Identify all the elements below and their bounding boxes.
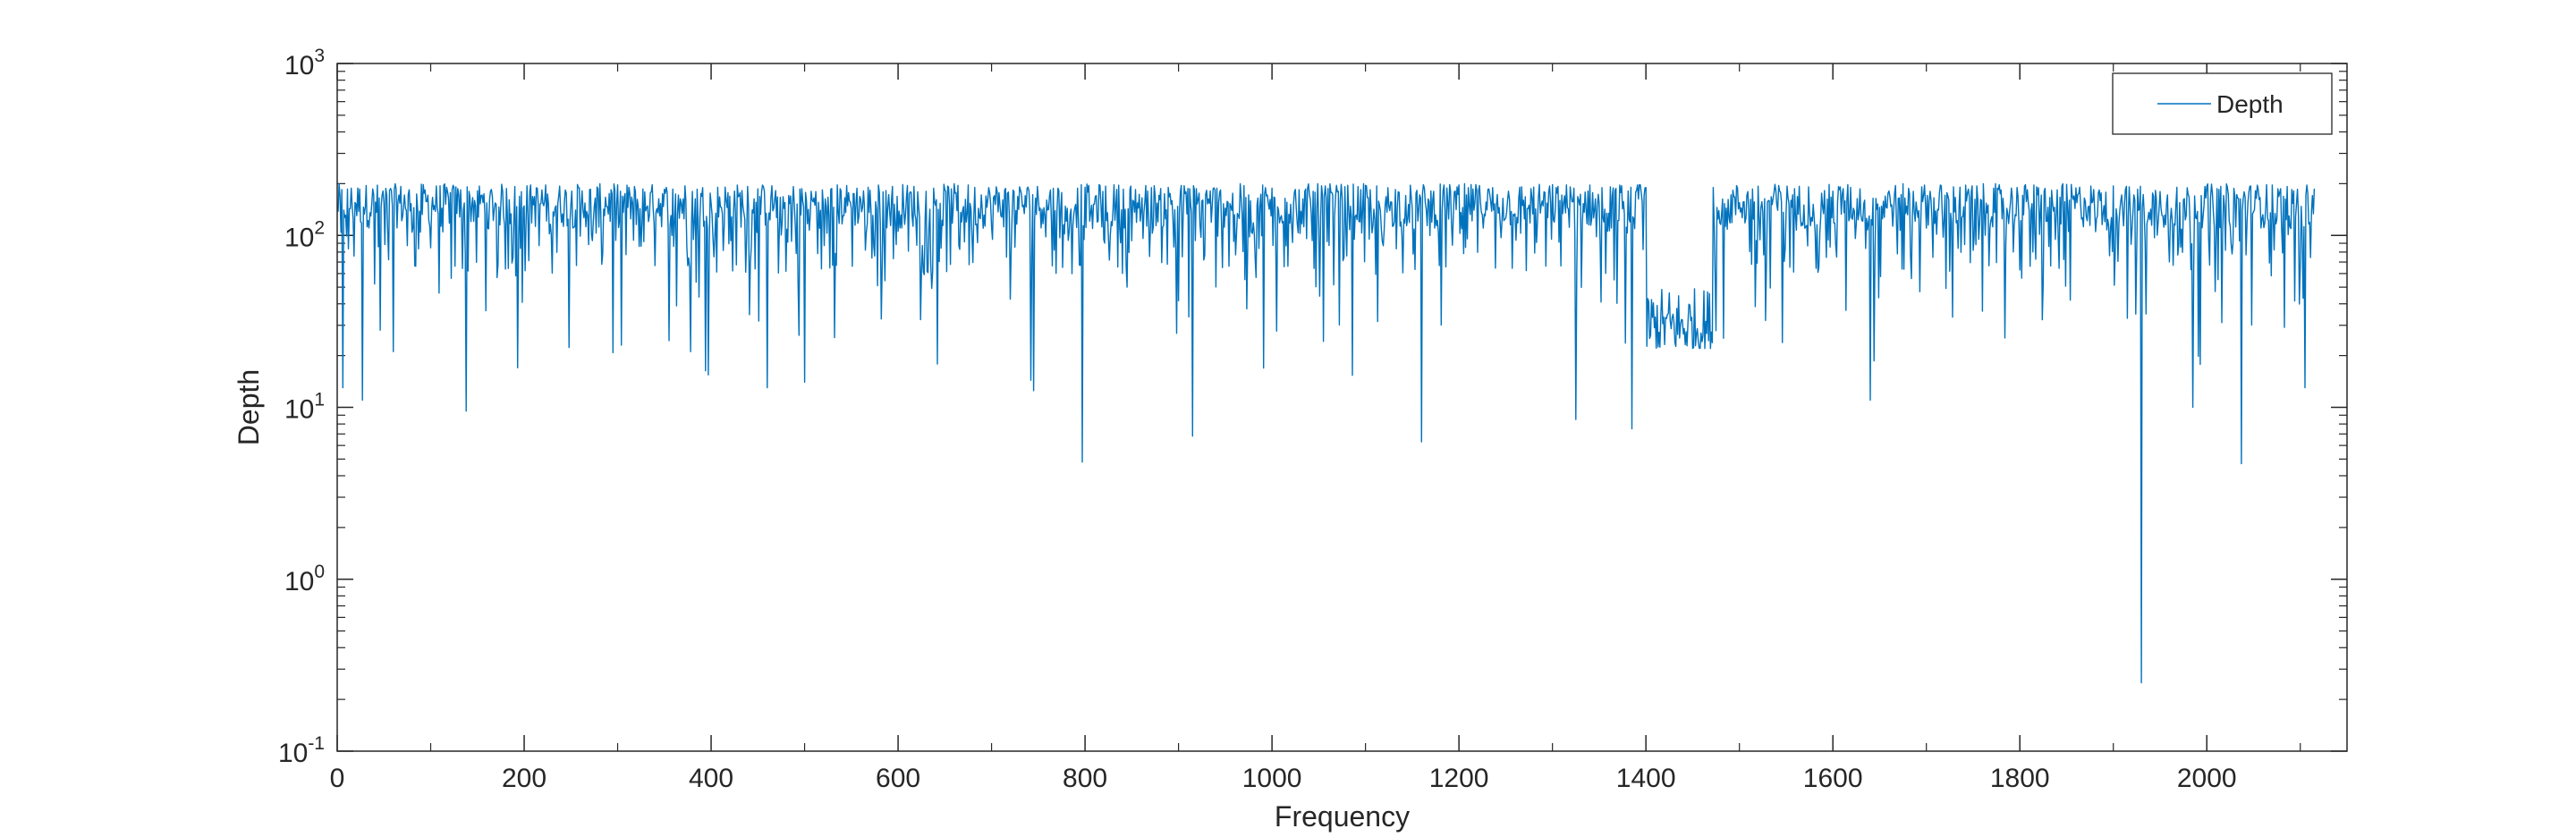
y-tick-label-2: 102: [284, 217, 325, 252]
y-tick-label-1: 101: [284, 390, 325, 425]
x-tick-label-200: 200: [502, 764, 547, 793]
x-tick-label-0: 0: [330, 764, 345, 793]
series-line-depth: [337, 182, 2316, 684]
x-tick-label-1200: 1200: [1429, 764, 1489, 793]
x-tick-label-1000: 1000: [1242, 764, 1302, 793]
axes-box: [336, 63, 2348, 752]
x-tick-label-600: 600: [876, 764, 920, 793]
x-tick-label-1600: 1600: [1803, 764, 1863, 793]
y-tick-label--1: 10-1: [278, 733, 325, 768]
x-tick-label-2000: 2000: [2177, 764, 2237, 793]
x-tick-label-400: 400: [689, 764, 733, 793]
y-tick-label-0: 100: [284, 562, 325, 596]
x-axis-label: Frequency: [1275, 800, 1410, 833]
x-tick-label-1400: 1400: [1616, 764, 1676, 793]
legend-box: [2112, 72, 2333, 135]
legend-label-depth: Depth: [2216, 90, 2284, 118]
x-tick-label-800: 800: [1063, 764, 1107, 793]
plot-area: [337, 63, 2347, 751]
x-minor-ticks: [429, 63, 2301, 751]
x-axis-ticks: 0 200 400 600 800 1000 1200 1400 1600 1800 2000: [330, 63, 2237, 793]
legend: Depth: [2112, 72, 2333, 135]
y-minor-ticks: [337, 71, 2347, 700]
y-axis-ticks: 10-1 100 101 102 103: [278, 46, 2347, 768]
y-axis-label: Depth: [233, 369, 265, 445]
y-tick-label-3: 103: [284, 46, 325, 80]
x-tick-label-1800: 1800: [1990, 764, 2050, 793]
